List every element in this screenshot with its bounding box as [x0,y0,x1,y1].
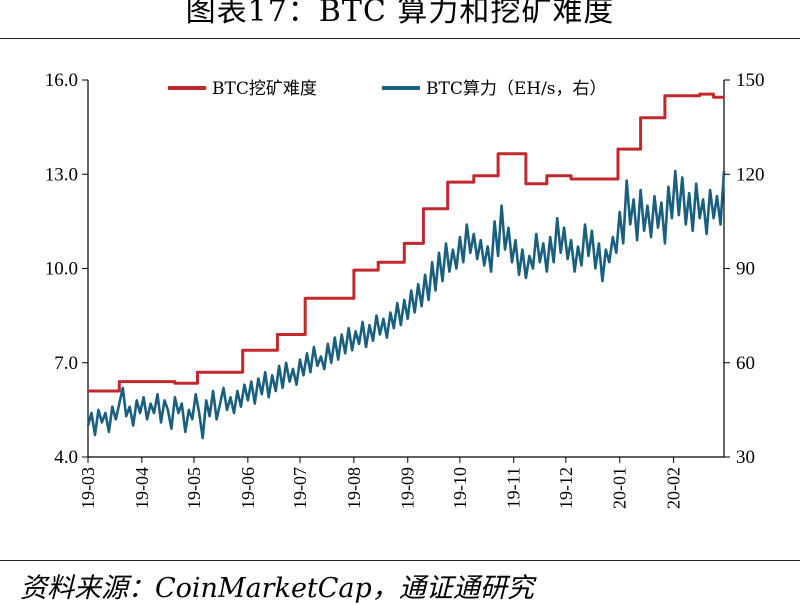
top-rule [0,38,800,39]
x-tick-label: 19-12 [556,467,576,509]
axis-layer: 4.0 7.0 10.0 13.0 16.0 30 60 90 120 150 19-03 19-04… [45,70,765,509]
y-left-tick-label: 4.0 [54,447,78,468]
x-tick-label: 20-02 [664,467,684,509]
y-right-tick-label: 60 [736,353,755,374]
x-tick-label: 19-11 [504,467,524,508]
plot-frame [87,80,725,458]
y-left-tick-label: 10.0 [45,259,78,280]
dual-axis-line-chart: 4.0 7.0 10.0 13.0 16.0 30 60 90 120 150 19-03 19-04… [45,70,765,509]
x-tick-label: 19-08 [344,467,364,509]
x-tick-label: 20-01 [610,467,630,509]
legend-label-difficulty: BTC挖矿难度 [212,79,317,99]
source-note: 资料来源：CoinMarketCap，通证通研究 [20,573,534,604]
x-tick-label: 19-09 [398,467,418,509]
difficulty-series-line [88,92,724,393]
y-left-tick-label: 16.0 [45,70,78,91]
x-tick-label: 19-03 [78,467,98,509]
legend: BTC挖矿难度 BTC算力（EH/s，右） [168,79,607,99]
figure-title: 图表17：BTC 算力和挖矿难度 [185,0,615,29]
series-layer [86,92,726,440]
y-left-tick-label: 7.0 [54,353,78,374]
legend-label-hashrate: BTC算力（EH/s，右） [426,79,607,99]
y-right-tick-label: 120 [736,164,765,185]
x-tick-label: 19-07 [290,467,310,509]
y-right-tick-label: 150 [736,70,765,91]
x-tick-label: 19-04 [132,467,152,509]
y-right-tick-label: 30 [736,447,755,468]
hashrate-series-line [86,169,726,440]
y-right-tick-label: 90 [736,259,755,280]
bottom-rule [0,560,800,561]
x-tick-label: 19-05 [184,467,204,509]
x-tick-label: 19-10 [450,467,470,509]
y-left-tick-label: 13.0 [45,164,78,185]
x-tick-label: 19-06 [238,467,258,509]
